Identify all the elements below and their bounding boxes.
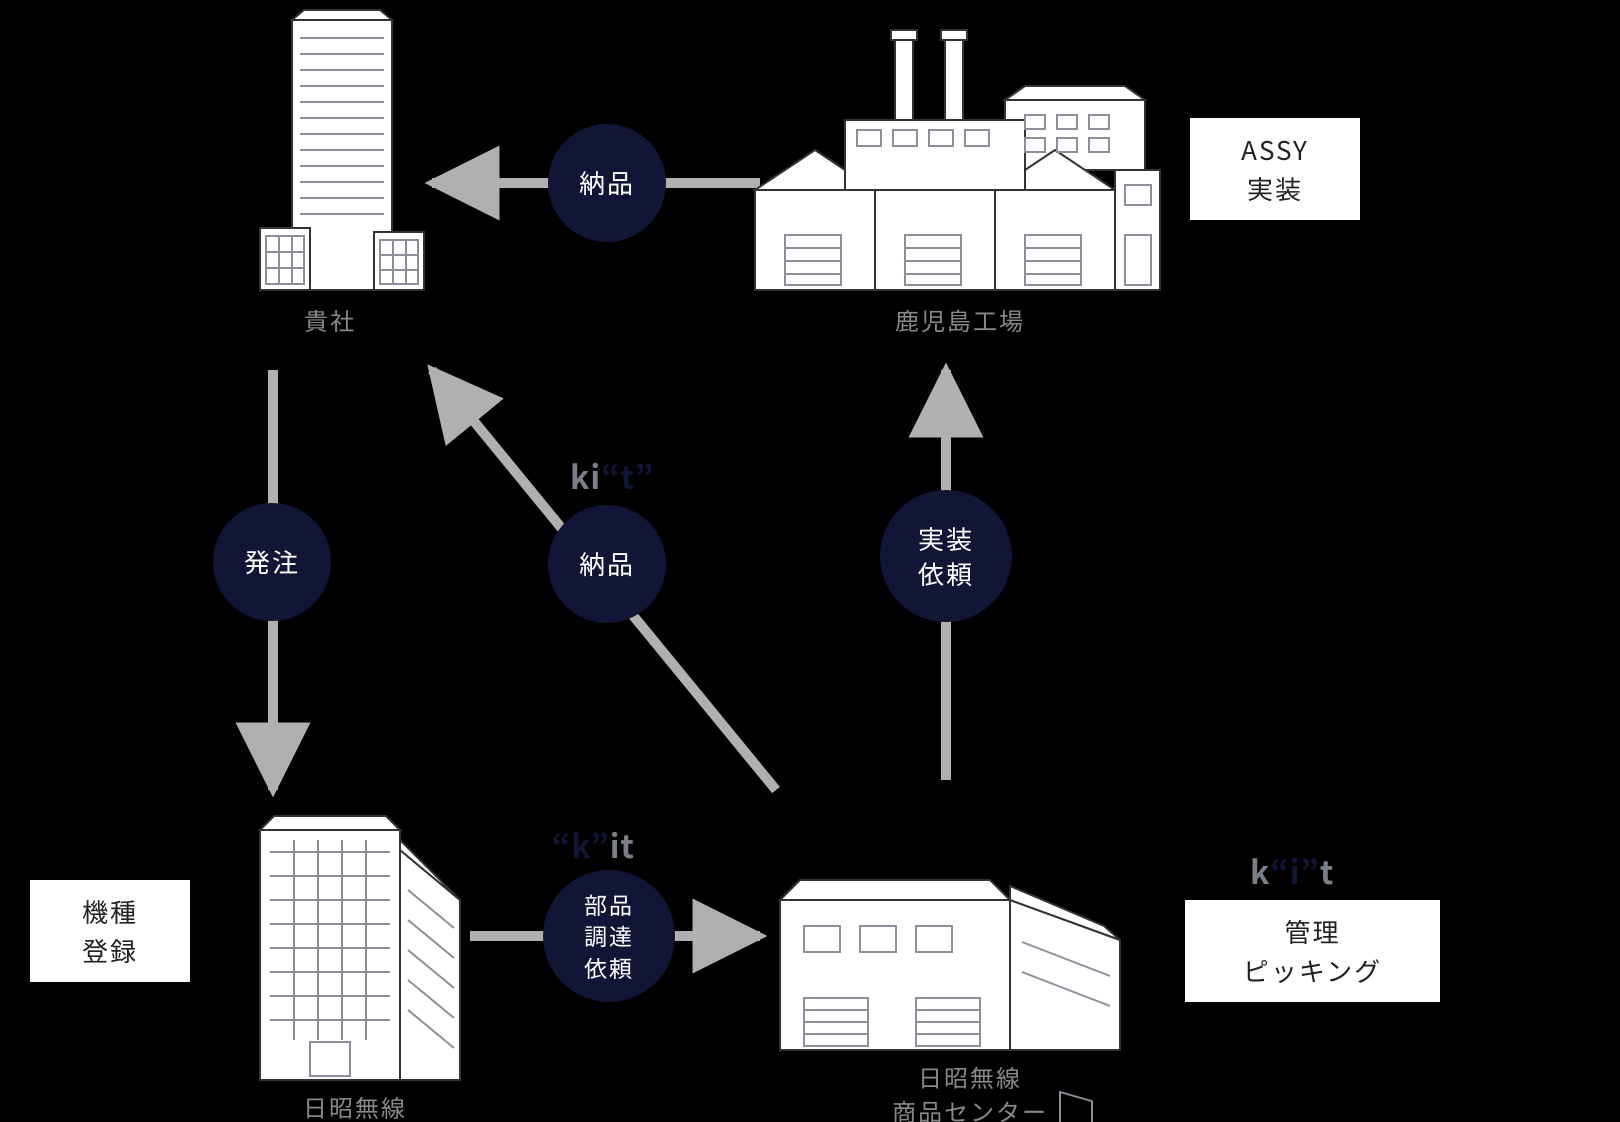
- sales-building-icon: [260, 816, 460, 1080]
- kit-parts-request: “k”it: [552, 822, 635, 868]
- box-manage: 管理 ピッキング: [1185, 900, 1440, 1002]
- circle-impl-request: 実装 依頼: [880, 490, 1012, 622]
- box-assy: ASSY 実装: [1190, 118, 1360, 220]
- sales-label: 日昭無線: [280, 1090, 430, 1122]
- kit-prefix: k: [1250, 848, 1270, 894]
- diagram-canvas: 貴社 鹿児島工場 日昭無線 日昭無線 商品センター ASSY 実装 機種 登録 …: [0, 0, 1620, 1122]
- kit-quote: i: [1290, 848, 1301, 894]
- factory-label: 鹿児島工場: [880, 303, 1040, 337]
- kit-suffix: t: [1320, 848, 1334, 894]
- kit-suffix: it: [610, 822, 635, 868]
- circle-parts-request: 部品 調達 依頼: [543, 870, 675, 1002]
- circle-deliver-top: 納品: [548, 124, 666, 242]
- customer-building-icon: [260, 10, 424, 290]
- customer-label: 貴社: [280, 303, 380, 337]
- box-model: 機種 登録: [30, 880, 190, 982]
- kit-quote: k: [571, 822, 590, 868]
- circle-order: 発注: [213, 503, 331, 621]
- kit-prefix: ki: [570, 453, 601, 499]
- factory-building-icon: [755, 30, 1160, 290]
- circle-deliver-center: 納品: [548, 505, 666, 623]
- center-label: 日昭無線 商品センター: [870, 1060, 1070, 1122]
- kit-manage: k“i”t: [1250, 848, 1334, 894]
- kit-quote: t: [620, 453, 634, 499]
- kit-deliver-center: ki“t”: [570, 453, 654, 499]
